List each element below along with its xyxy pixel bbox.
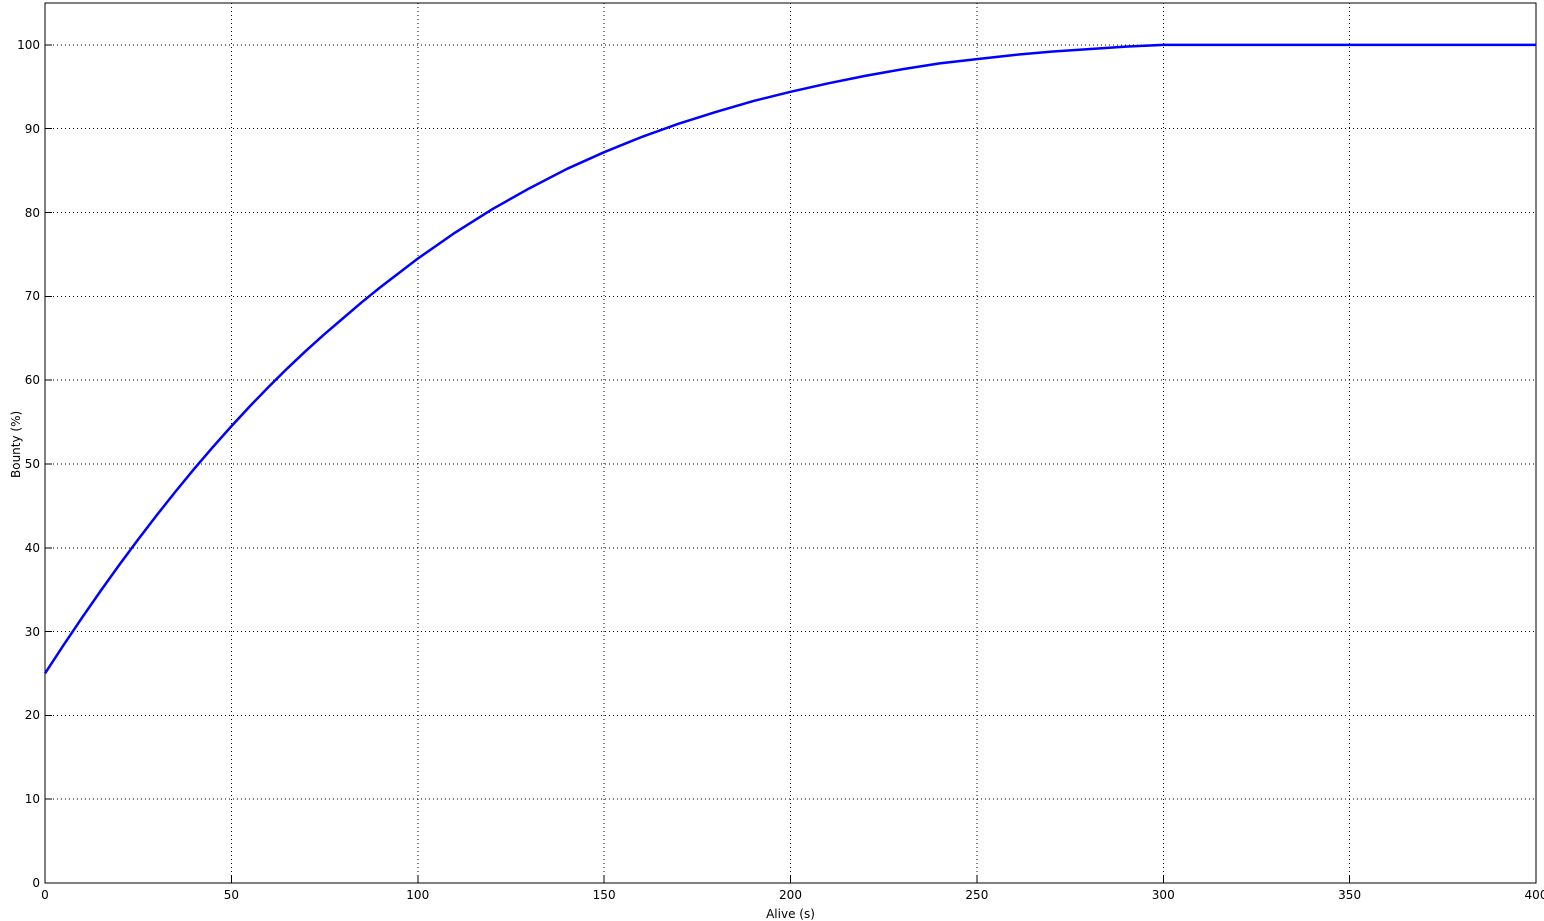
x-tick-label: 200	[779, 888, 802, 902]
gridlines-group	[45, 3, 1537, 883]
x-tick-label: 100	[406, 888, 430, 902]
y-tick-label: 50	[24, 456, 40, 471]
series-line	[43, 43, 1536, 675]
y-tick-label: 10	[24, 792, 40, 807]
y-tick-label: 80	[24, 205, 40, 220]
y-tick-label: 60	[24, 373, 40, 388]
x-tick-label: 150	[592, 888, 616, 902]
x-tick-label: 250	[965, 888, 989, 902]
x-tick-label: 400	[1524, 888, 1544, 902]
x-tick-label: 50	[223, 888, 240, 902]
y-tick-label: 100	[17, 37, 40, 52]
y-axis-title: Bounty (%)	[9, 410, 23, 478]
x-tick-label: 350	[1338, 888, 1362, 902]
y-tick-label: 40	[24, 540, 40, 555]
data-series-group	[43, 43, 1536, 675]
y-tick-label: 30	[24, 624, 40, 639]
y-tick-label: 70	[24, 289, 40, 304]
x-tick-label: 300	[1151, 888, 1175, 902]
x-axis-title: Alive (s)	[766, 907, 815, 921]
y-tick-label: 0	[32, 876, 40, 890]
plot-frame	[44, 2, 1537, 884]
y-tick-label: 20	[24, 708, 40, 723]
axis-lines-group	[44, 2, 1537, 884]
y-tick-label: 90	[24, 121, 40, 136]
x-tick-label: 0	[41, 888, 49, 902]
